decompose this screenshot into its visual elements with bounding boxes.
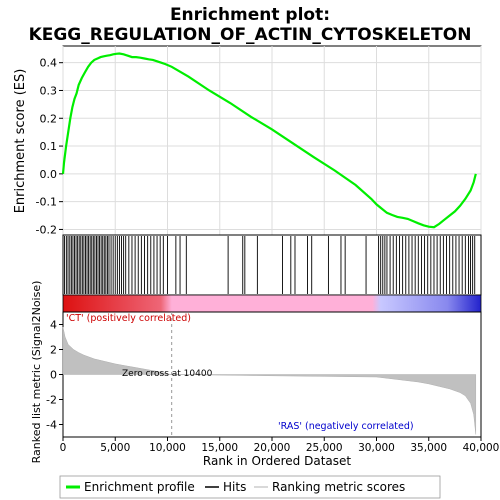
es-y-tick-label: 0.0 — [40, 168, 58, 181]
x-tick-label: 25,000 — [306, 442, 343, 454]
legend-metric-label: Ranking metric scores — [272, 480, 405, 494]
x-tick-label: 10,000 — [149, 442, 186, 454]
x-tick-label: 15,000 — [201, 442, 238, 454]
metric-y-ticks: 4 2 0 -2 -4 — [46, 319, 63, 432]
metric-y-tick-label: -2 — [46, 394, 57, 407]
legend-box — [59, 475, 441, 499]
es-grid — [62, 46, 482, 235]
es-y-tick-label: 0.2 — [40, 112, 58, 125]
metric-area — [62, 312, 477, 437]
legend-profile-label: Enrichment profile — [84, 480, 195, 494]
es-y-tick-label: -0.2 — [36, 223, 57, 236]
es-y-tick-label: 0.4 — [40, 57, 58, 70]
x-tick-label: 5,000 — [100, 442, 130, 454]
hit-lines — [64, 236, 476, 294]
chart-title-line2: KEGG_REGULATION_OF_ACTIN_CYTOSKELETON — [29, 25, 472, 45]
x-tick-label: 35,000 — [410, 442, 447, 454]
metric-area-fill — [62, 326, 477, 435]
x-tick-label: 30,000 — [358, 442, 395, 454]
x-axis-ticks: 0 5,000 10,000 15,000 20,000 25,000 30,000 35,0… — [60, 437, 500, 454]
hits-panel — [62, 234, 482, 296]
zero-cross-label: Zero cross at 10400 — [122, 369, 213, 379]
es-line-layer — [61, 52, 477, 229]
chart-title-line1: Enrichment plot: — [170, 5, 330, 25]
negative-correlation-label: 'RAS' (negatively correlated) — [278, 421, 414, 432]
es-y-tick-label: -0.1 — [36, 196, 57, 209]
positive-correlation-label: 'CT' (positively correlated) — [66, 313, 191, 324]
legend-hits-label: Hits — [223, 480, 246, 494]
metric-y-tick-label: -4 — [46, 419, 57, 432]
x-tick-label: 20,000 — [254, 442, 291, 454]
metric-y-tick-label: 0 — [50, 369, 57, 382]
metric-panel: 4 2 0 -2 -4 Ranked list metric (Signal2Noise… — [30, 281, 482, 464]
metric-y-axis-label: Ranked list metric (Signal2Noise) — [30, 281, 43, 464]
metric-y-tick-label: 2 — [50, 344, 57, 357]
es-profile-line — [61, 52, 477, 229]
es-y-tick-label: 0.3 — [40, 84, 58, 97]
rank-color-bar — [62, 294, 482, 313]
metric-y-tick-label: 4 — [50, 319, 57, 332]
x-tick-label: 0 — [60, 442, 67, 454]
es-y-tick-label: 0.1 — [40, 140, 58, 153]
x-axis-label: Rank in Ordered Dataset — [203, 454, 351, 468]
es-y-axis-label: Enrichment score (ES) — [13, 69, 28, 214]
rank-bar-fill — [62, 294, 482, 313]
x-tick-label: 40,000 — [463, 442, 500, 454]
hits-panel-frame — [62, 234, 482, 296]
es-panel: 0.4 0.3 0.2 0.1 0.0 -0.1 -0.2 Enrichment score… — [13, 45, 482, 236]
legend: Enrichment profile Hits Ranking metric s… — [59, 475, 441, 499]
es-y-ticks: 0.4 0.3 0.2 0.1 0.0 -0.1 -0.2 — [36, 57, 63, 236]
